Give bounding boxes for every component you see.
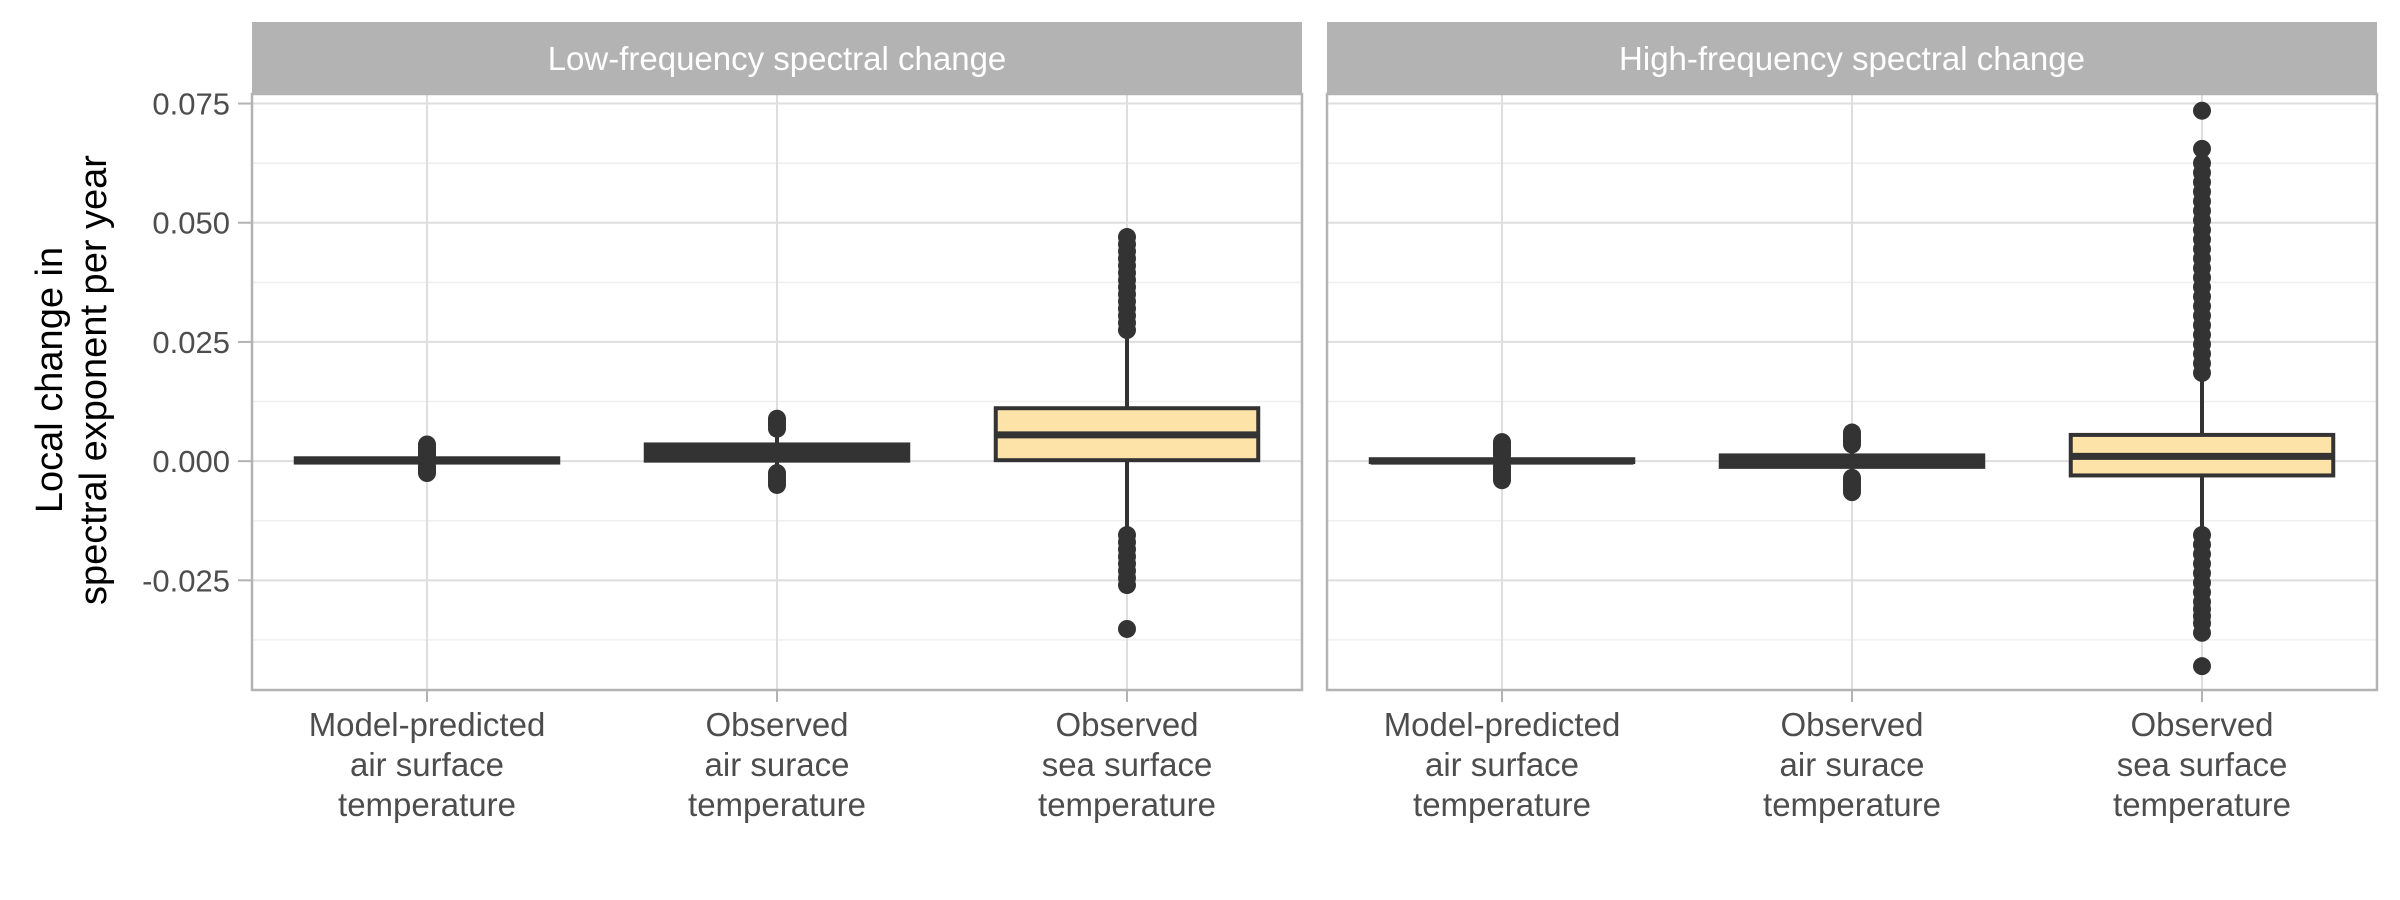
- panel-title: High-frequency spectral change: [1619, 40, 2085, 77]
- outlier-point: [768, 409, 786, 428]
- outlier-point: [2193, 139, 2211, 158]
- x-tick-label: Observed: [1780, 706, 1923, 743]
- x-tick-label: Observed: [2130, 706, 2273, 743]
- outlier-point: [1118, 576, 1136, 595]
- panel-border: [250, 92, 1304, 692]
- x-tick-label: temperature: [1763, 786, 1941, 823]
- outlier-point: [418, 435, 436, 454]
- outlier-point: [2193, 154, 2211, 173]
- x-tick-label: temperature: [338, 786, 516, 823]
- panel-border: [1325, 92, 2379, 692]
- x-tick-label: temperature: [688, 786, 866, 823]
- box-3: [993, 228, 1261, 638]
- x-tick-label: Model-predicted: [309, 706, 546, 743]
- y-tick-label: -0.025: [142, 563, 230, 598]
- outlier-point: [2193, 101, 2211, 120]
- outlier-point: [2193, 623, 2211, 642]
- box-2: [1718, 423, 1986, 502]
- x-tick-label: air surace: [705, 746, 850, 783]
- outlier-point: [1118, 228, 1136, 247]
- x-tick-label: Observed: [705, 706, 848, 743]
- outlier-point: [2193, 657, 2211, 676]
- x-tick-label: temperature: [2113, 786, 2291, 823]
- x-tick-label: temperature: [1038, 786, 1216, 823]
- box-2: [643, 409, 911, 494]
- box-1: [293, 435, 561, 483]
- y-axis-label: Local change in spectral exponent per ye…: [29, 155, 115, 605]
- y-tick-label: 0.050: [152, 206, 230, 241]
- x-tick-label: air surface: [350, 746, 504, 783]
- x-tick-label: sea surface: [2117, 746, 2288, 783]
- outlier-point: [418, 464, 436, 483]
- outlier-point: [768, 475, 786, 494]
- panel-title: Low-frequency spectral change: [548, 40, 1007, 77]
- panels-layer: Low-frequency spectral change Model-predi…: [250, 22, 2379, 823]
- y-tick-label: 0.025: [152, 325, 230, 360]
- outlier-point: [1118, 619, 1136, 638]
- y-tick-label: 0.000: [152, 444, 230, 479]
- y-axis-label-line-1: Local change in: [29, 247, 71, 513]
- x-tick-label: air surface: [1425, 746, 1579, 783]
- box-1: [1368, 433, 1636, 490]
- x-tick-label: temperature: [1413, 786, 1591, 823]
- outlier-point: [1493, 433, 1511, 452]
- x-tick-label: sea surface: [1042, 746, 1213, 783]
- y-axis-label-line-2: spectral exponent per year: [73, 155, 115, 605]
- outlier-point: [1843, 423, 1861, 442]
- x-tick-label: air surace: [1780, 746, 1925, 783]
- panel-strip: [1327, 22, 2377, 94]
- x-tick-label: Observed: [1055, 706, 1198, 743]
- box-3: [2068, 101, 2336, 676]
- y-tick-label: 0.075: [152, 87, 230, 122]
- panel-2: High-frequency spectral change Model-pred…: [1325, 22, 2379, 823]
- panel-strip: [252, 22, 1302, 94]
- y-axis: 0.075 0.050 0.025 0.000 -0.025: [142, 87, 252, 598]
- panel-1: Low-frequency spectral change Model-predi…: [250, 22, 1304, 823]
- outlier-point: [1493, 471, 1511, 490]
- outlier-point: [1843, 483, 1861, 502]
- x-tick-label: Model-predicted: [1384, 706, 1621, 743]
